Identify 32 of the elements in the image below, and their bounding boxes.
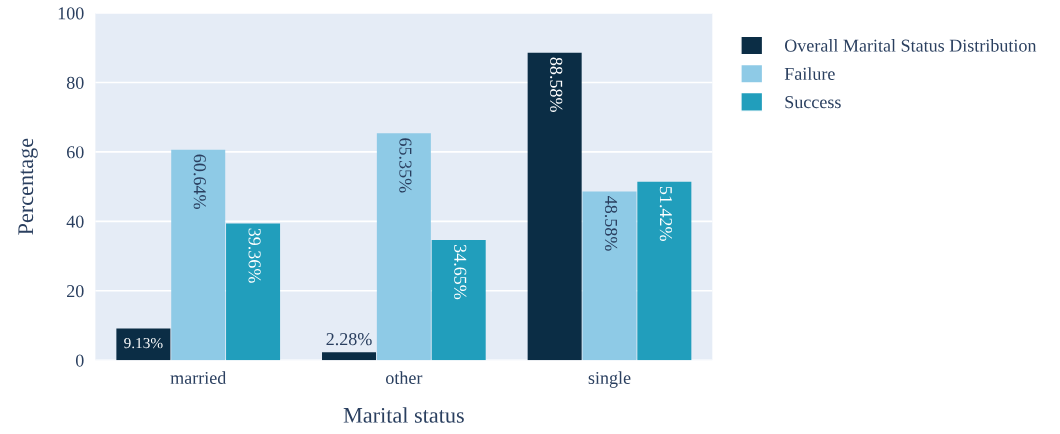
data-label: 34.65% (454, 244, 467, 300)
legend-label: Overall Marital Status Distribution (784, 39, 1037, 52)
bar (637, 181, 692, 361)
y-axis-title: Percentage (18, 138, 38, 235)
bar (226, 223, 281, 361)
data-label: 60.64% (193, 154, 206, 209)
legend-label: Failure (784, 67, 835, 80)
bar (171, 149, 226, 361)
x-tick-label: single (588, 371, 631, 388)
bar (116, 328, 171, 361)
legend-label: Success (785, 96, 841, 109)
data-label: 88.58% (550, 57, 563, 112)
data-label: 51.42% (659, 186, 672, 241)
bar (376, 133, 431, 361)
x-axis-title: Marital status (343, 407, 464, 423)
x-tick-label: married (170, 371, 227, 385)
data-label: 9.13% (124, 337, 163, 349)
bar (582, 191, 637, 361)
y-tick-label: 100 (58, 7, 84, 20)
data-label: 65.35% (399, 138, 412, 193)
y-tick-label: 60 (67, 146, 84, 159)
bar (431, 239, 486, 361)
y-tick-label: 40 (66, 215, 84, 228)
data-label: 2.28% (326, 332, 372, 346)
bar (527, 52, 582, 361)
x-tick-label: other (386, 371, 423, 385)
data-label: 39.36% (248, 228, 261, 283)
bar (322, 352, 377, 361)
data-label: 48.58% (604, 196, 618, 251)
y-tick-label: 20 (67, 285, 84, 298)
y-tick-label: 80 (66, 76, 84, 89)
y-tick-label: 0 (75, 354, 84, 367)
